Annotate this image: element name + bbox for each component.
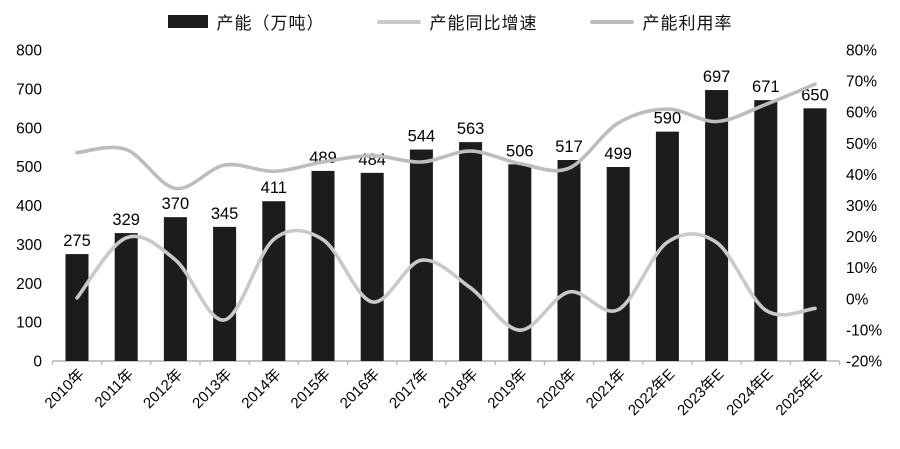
y-right-tick-label: 60% — [846, 105, 877, 122]
bar-2017年 — [409, 149, 433, 361]
x-category-label: 2023年E — [674, 366, 727, 419]
legend-item-growth: 产能同比增速 — [376, 9, 538, 34]
bar-2014年 — [262, 201, 286, 361]
x-category-label: 2014年 — [238, 366, 284, 412]
x-category-label: 2012年 — [140, 366, 186, 412]
y-right-tick-label: 40% — [846, 167, 877, 184]
bar-value-label: 563 — [457, 120, 485, 138]
bar-2011年 — [114, 233, 138, 361]
y-right-tick-label: 30% — [846, 198, 877, 215]
bar-value-label: 345 — [211, 205, 239, 223]
bar-value-label: 517 — [555, 138, 583, 156]
bar-value-label: 484 — [358, 151, 386, 169]
y-right-tick-label: -20% — [846, 354, 882, 371]
y-right-tick-label: 80% — [846, 43, 877, 60]
y-right-tick-label: 50% — [846, 136, 877, 153]
x-category-label: 2021年 — [583, 366, 629, 412]
bar-2010年 — [65, 254, 89, 361]
x-category-label: 2011年 — [92, 366, 137, 411]
bar-2016年 — [360, 172, 384, 361]
y-left-tick-label: 800 — [16, 43, 42, 60]
y-right-tick-label: 10% — [846, 260, 877, 277]
x-category-label: 2016年 — [337, 366, 383, 412]
bar-2013年 — [213, 226, 237, 361]
bar-2018年 — [459, 142, 483, 361]
y-left-tick-label: 200 — [16, 276, 42, 293]
growth-line — [75, 228, 817, 333]
bar-2012年 — [163, 217, 187, 361]
line-swatch-icon — [589, 19, 634, 24]
x-category-label: 2018年 — [435, 366, 481, 412]
y-right-tick-label: 0% — [846, 291, 869, 308]
bar-value-label: 329 — [112, 211, 140, 229]
x-category-label: 2015年 — [288, 366, 334, 412]
bar-2022年E — [655, 131, 679, 361]
x-category-label: 2019年 — [484, 366, 530, 412]
y-right-tick-label: 70% — [846, 74, 877, 91]
legend-label-growth: 产能同比增速 — [429, 14, 538, 33]
bar-swatch-icon — [167, 15, 208, 28]
x-category-label: 2024年E — [723, 366, 776, 419]
bar-2021年 — [606, 167, 630, 361]
utilization-line — [75, 82, 817, 191]
x-category-label: 2010年 — [42, 366, 88, 412]
legend-label-utilization: 产能利用率 — [642, 14, 733, 33]
line-swatch-icon — [376, 19, 421, 24]
x-category-label: 2020年 — [534, 366, 580, 412]
legend-label-capacity: 产能（万吨） — [216, 14, 325, 33]
y-left-tick-label: 400 — [16, 198, 42, 215]
chart-legend: 产能（万吨） 产能同比增速 产能利用率 — [0, 9, 900, 34]
y-right-tick-label: 20% — [846, 229, 877, 246]
y-left-tick-label: 600 — [16, 120, 42, 137]
bar-value-label: 544 — [408, 128, 436, 146]
x-category-label: 2013年 — [189, 366, 235, 412]
y-left-tick-label: 700 — [16, 81, 42, 98]
y-left-tick-label: 300 — [16, 237, 42, 254]
bar-value-label: 499 — [604, 145, 632, 163]
y-left-tick-label: 500 — [16, 159, 42, 176]
bar-2025年E — [803, 108, 827, 361]
bar-2020年 — [557, 160, 581, 361]
x-category-label: 2025年E — [773, 366, 826, 419]
y-left-tick-label: 0 — [33, 354, 42, 371]
legend-item-capacity: 产能（万吨） — [167, 9, 325, 34]
bar-value-label: 671 — [752, 78, 780, 96]
bar-value-label: 370 — [162, 195, 190, 213]
bar-2023年E — [705, 90, 729, 361]
legend-item-utilization: 产能利用率 — [589, 9, 733, 34]
bar-2024年E — [754, 100, 778, 362]
bar-value-label: 590 — [654, 110, 682, 128]
y-left-tick-label: 100 — [16, 315, 42, 332]
bar-value-label: 506 — [506, 142, 534, 160]
x-category-label: 2022年E — [625, 366, 678, 419]
bar-value-label: 650 — [801, 86, 829, 104]
y-right-tick-label: -10% — [846, 322, 882, 339]
x-category-label: 2017年 — [386, 366, 432, 412]
bar-2019年 — [508, 164, 532, 361]
bar-value-label: 697 — [703, 68, 731, 86]
bar-value-label: 275 — [63, 232, 91, 250]
bar-2015年 — [311, 170, 335, 361]
bar-value-label: 411 — [261, 179, 287, 197]
